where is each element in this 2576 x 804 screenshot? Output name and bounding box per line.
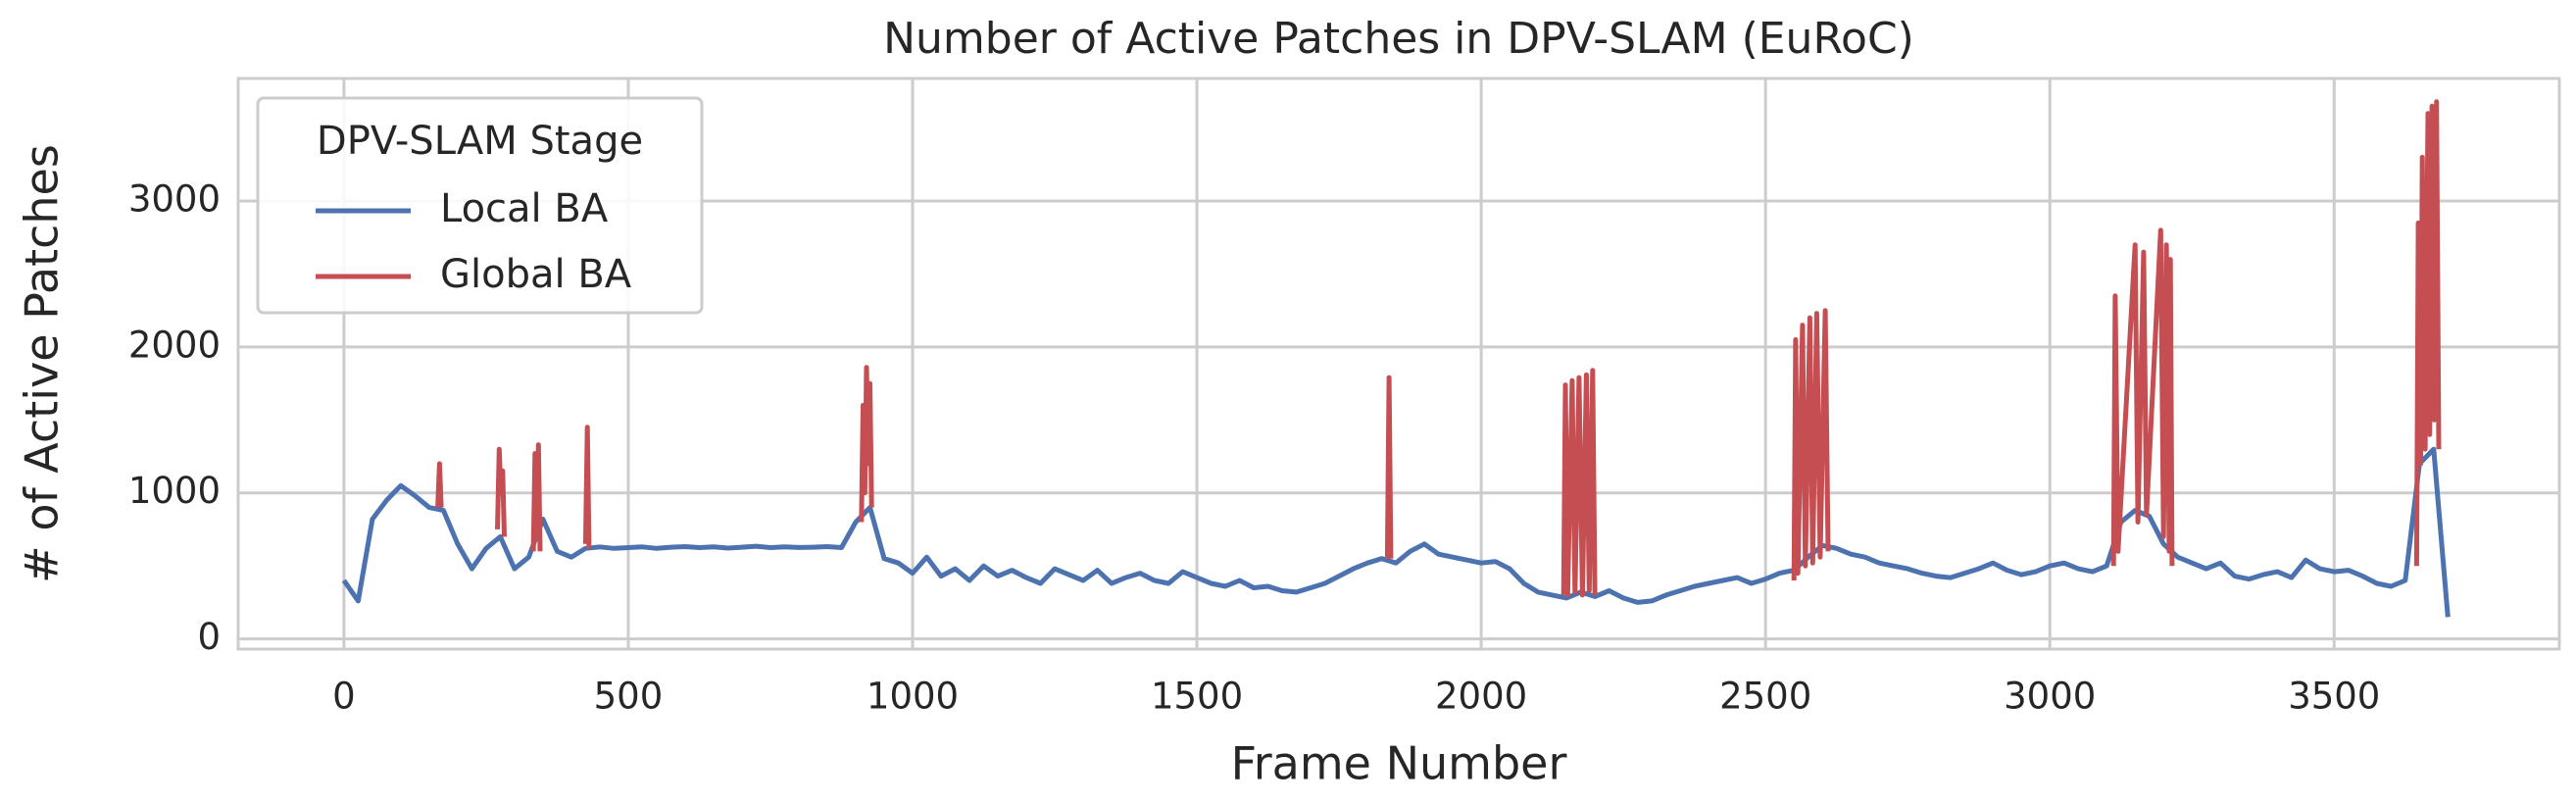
- x-tick-label: 0: [332, 676, 356, 718]
- y-tick-label: 0: [197, 616, 221, 658]
- x-axis-label: Frame Number: [1231, 737, 1567, 790]
- x-tick-label: 2000: [1435, 676, 1527, 718]
- x-tick-label: 3000: [2004, 676, 2096, 718]
- chart-title: Number of Active Patches in DPV-SLAM (Eu…: [883, 14, 1914, 64]
- plot-area: [341, 99, 2451, 618]
- data-line: [435, 99, 2442, 598]
- x-tick-label: 1000: [867, 676, 959, 718]
- legend-label: Global BA: [440, 252, 632, 297]
- data-line: [341, 446, 2451, 618]
- legend-title: DPV-SLAM Stage: [317, 119, 643, 164]
- legend: DPV-SLAM Stage Local BA Global BA: [256, 96, 704, 315]
- x-tick-label: 3500: [2288, 676, 2380, 718]
- x-tick-label: 1500: [1151, 676, 1243, 718]
- legend-label: Local BA: [440, 186, 609, 231]
- y-tick-label: 2000: [128, 324, 221, 366]
- legend-box: [256, 96, 704, 315]
- y-tick-label: 1000: [128, 470, 221, 512]
- axes-frame: [236, 76, 2561, 651]
- x-tick-label: 2500: [1719, 676, 1811, 718]
- y-tick-label: 3000: [128, 178, 221, 221]
- x-tick-label: 500: [594, 676, 664, 718]
- y-axis-label: # of Active Patches: [16, 144, 69, 583]
